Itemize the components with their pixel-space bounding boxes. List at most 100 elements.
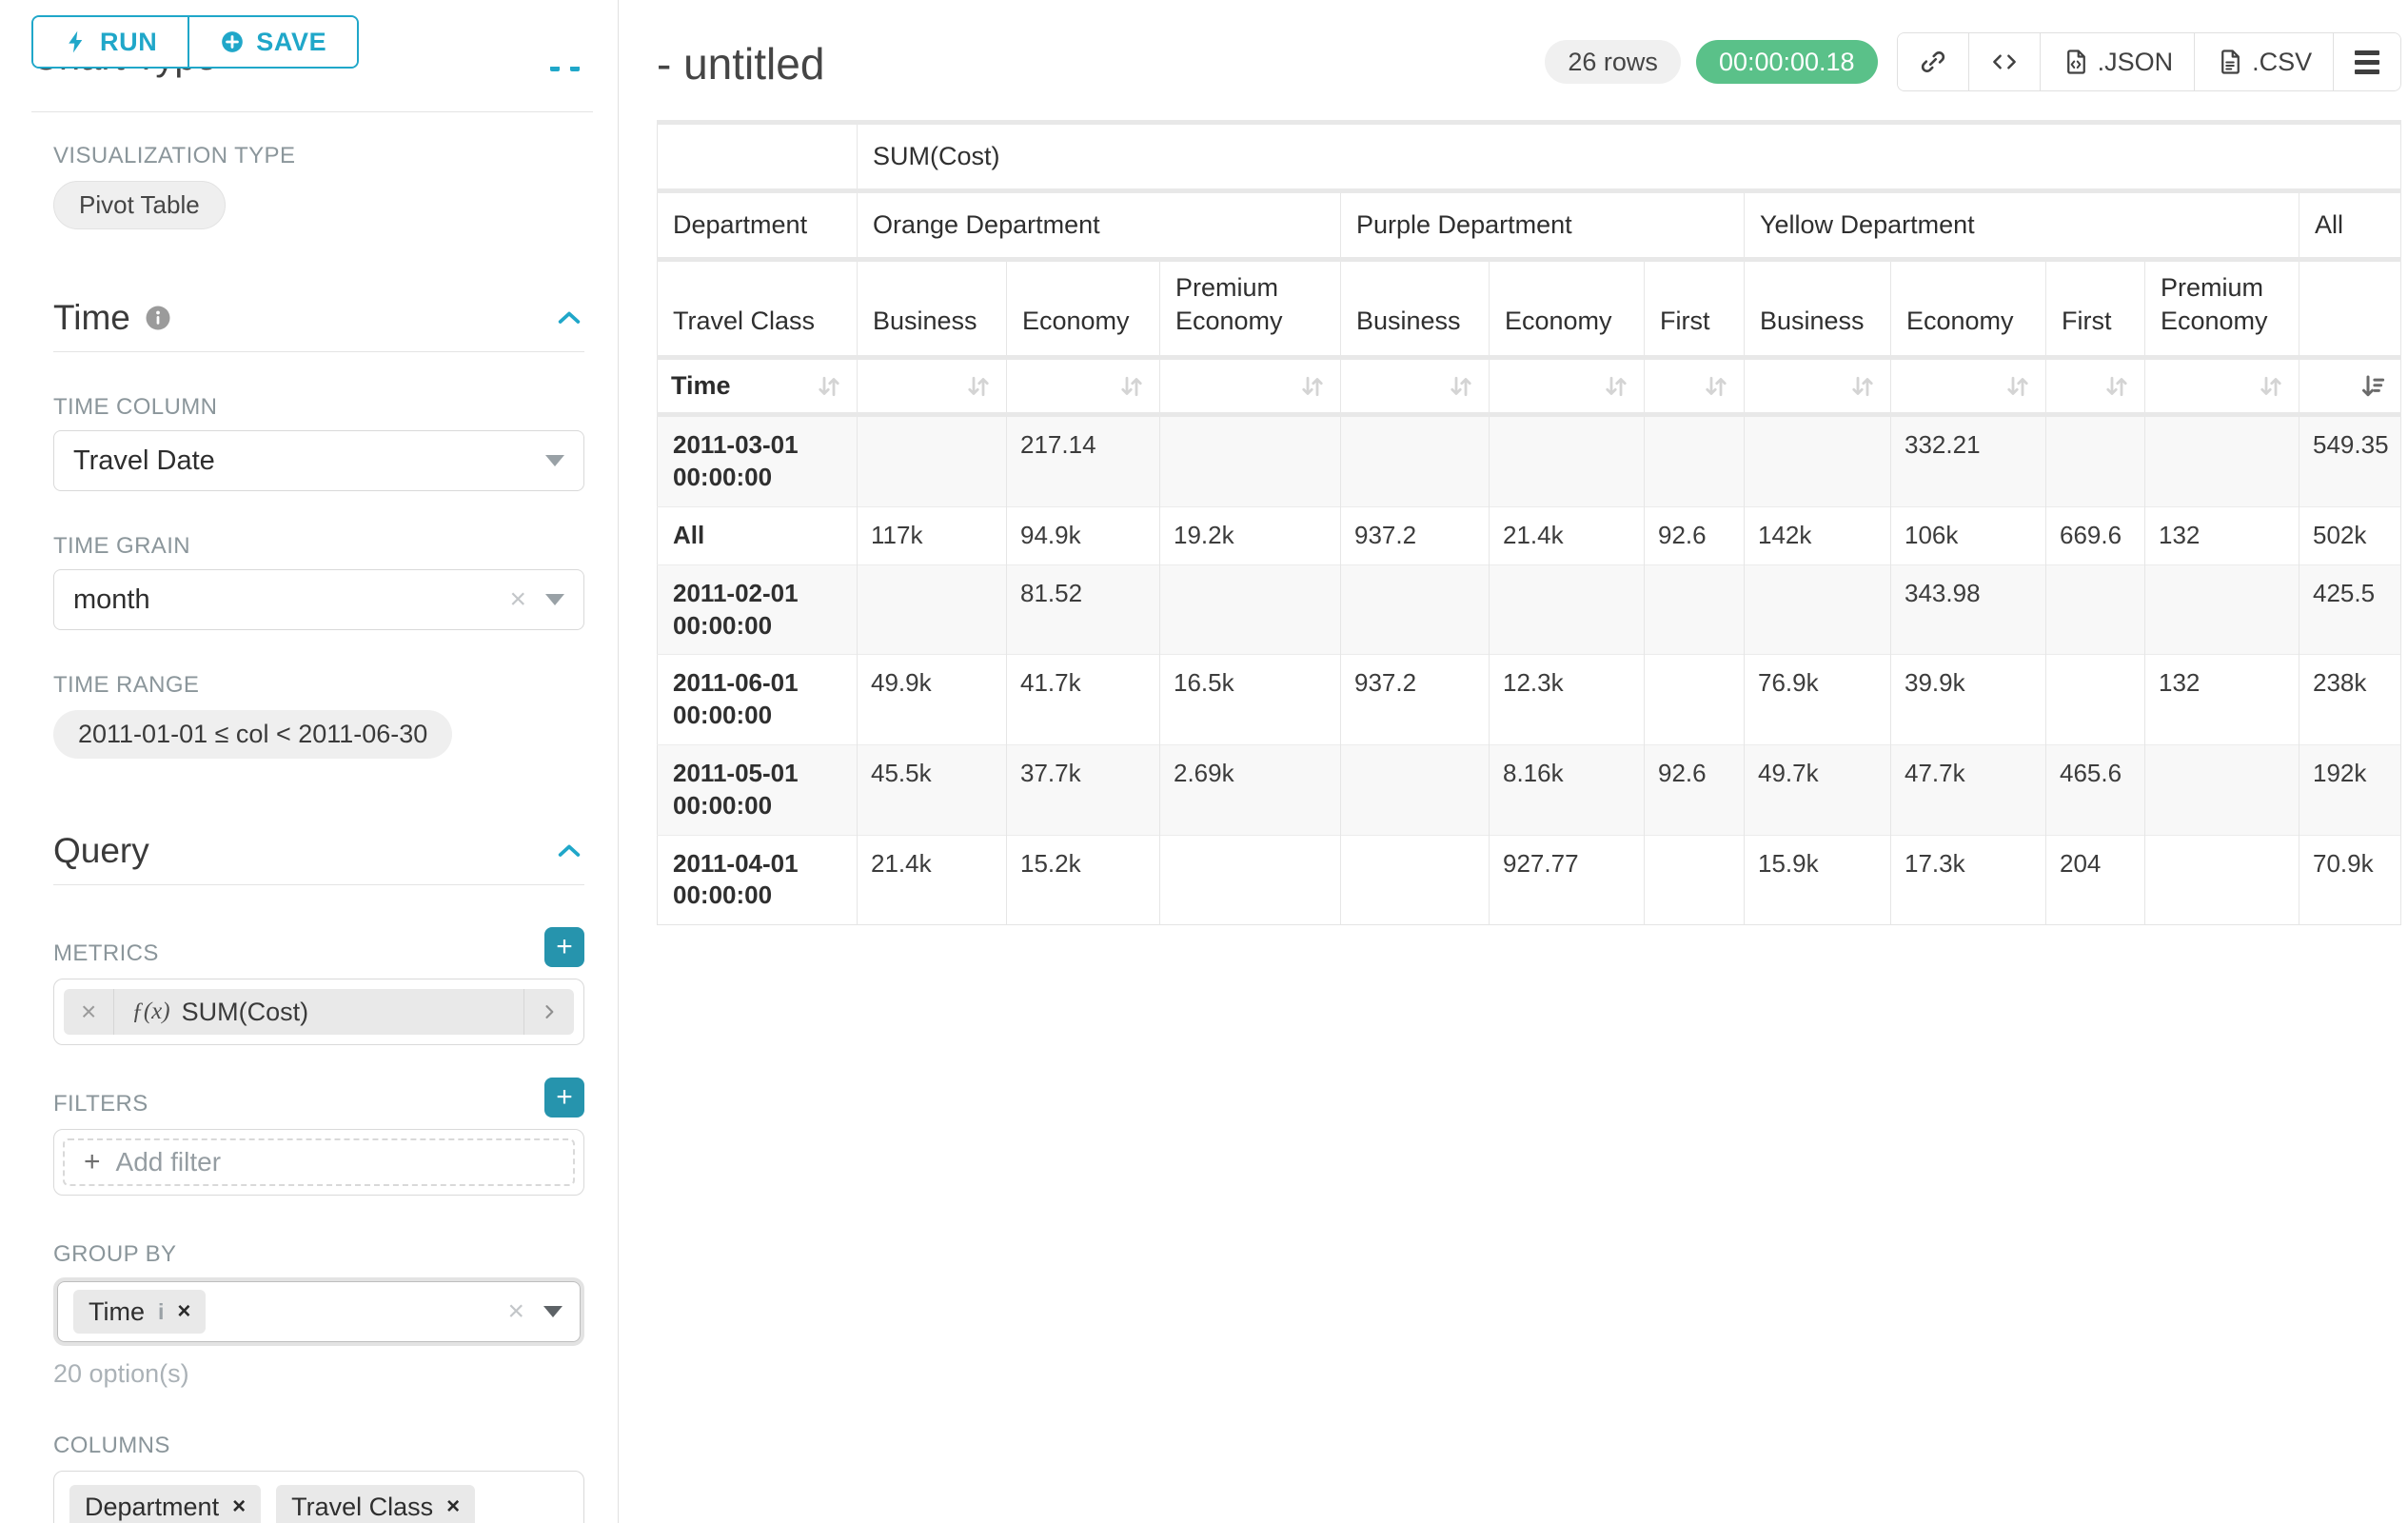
group-by-options-hint: 20 option(s) (53, 1359, 584, 1389)
chevron-up-icon[interactable] (554, 836, 584, 866)
add-filter-button[interactable]: + (544, 1078, 584, 1118)
subcolumn-header: First (2046, 260, 2145, 358)
value-cell: 15.2k (1007, 835, 1160, 925)
visualization-type-pill[interactable]: Pivot Table (53, 181, 226, 229)
value-cell: 21.4k (858, 835, 1007, 925)
export-csv-button[interactable]: .CSV (2194, 33, 2333, 90)
row-header-cell: 2011-05-01 00:00:00 (658, 745, 858, 836)
columns-select[interactable]: Department × Travel Class × × (53, 1471, 584, 1523)
value-cell: 92.6 (1645, 745, 1745, 836)
view-query-button[interactable] (1968, 33, 2040, 90)
run-button[interactable]: RUN (33, 17, 188, 67)
sort-cell (1645, 358, 1745, 415)
row-header-cell: 2011-03-01 00:00:00 (658, 415, 858, 507)
plus-circle-icon (220, 30, 245, 54)
chevron-up-icon[interactable] (554, 303, 584, 333)
add-metric-button[interactable]: + (544, 927, 584, 967)
metric-chip-main[interactable]: ƒ(x) SUM(Cost) (114, 989, 523, 1035)
sort-cell (1007, 358, 1160, 415)
value-cell (1160, 415, 1341, 507)
value-cell: 16.5k (1160, 655, 1341, 745)
sort-icon[interactable] (815, 372, 843, 401)
value-cell: 39.9k (1891, 655, 2046, 745)
sort-icon[interactable] (2003, 372, 2032, 401)
value-cell: 49.9k (858, 655, 1007, 745)
value-cell: 192k (2299, 745, 2401, 836)
value-cell: 2.69k (1160, 745, 1341, 836)
columns-chip-travel-class[interactable]: Travel Class × (276, 1485, 475, 1523)
pivot-table-body: 2011-03-01 00:00:00217.14332.21549.35All… (658, 415, 2401, 925)
time-section-header: Time (53, 298, 584, 338)
metric-expand-caret[interactable] (523, 989, 574, 1035)
value-cell: 343.98 (1891, 564, 2046, 655)
remove-chip-icon[interactable]: × (232, 1495, 246, 1518)
menu-button[interactable] (2333, 33, 2400, 90)
column-group-header: Yellow Department (1745, 191, 2299, 260)
sort-desc-icon[interactable] (2359, 372, 2387, 401)
clear-icon[interactable]: × (509, 585, 526, 614)
time-column-select[interactable]: Travel Date (53, 430, 584, 491)
columns-chip-department[interactable]: Department × (69, 1485, 261, 1523)
add-filter-dropzone[interactable]: + Add filter (63, 1138, 575, 1186)
sort-icon[interactable] (1702, 372, 1730, 401)
remove-metric-icon[interactable]: × (64, 989, 114, 1035)
sort-icon[interactable] (964, 372, 993, 401)
subcolumn-header: Business (858, 260, 1007, 358)
run-button-label: RUN (100, 28, 157, 57)
caret-down-icon (543, 1306, 563, 1317)
file-code-icon (2062, 48, 2090, 76)
group-by-select[interactable]: Time i × × (57, 1281, 581, 1342)
value-cell: 47.7k (1891, 745, 2046, 836)
sort-icon[interactable] (2102, 372, 2131, 401)
sort-row: Time (658, 358, 2401, 415)
sort-cell (1745, 358, 1891, 415)
travel-class-axis-label: Travel Class (658, 260, 858, 358)
copy-link-button[interactable] (1898, 33, 1968, 90)
metric-chip: × ƒ(x) SUM(Cost) (64, 989, 574, 1035)
function-icon: ƒ(x) (131, 999, 169, 1025)
row-header-cell: 2011-02-01 00:00:00 (658, 564, 858, 655)
remove-chip-icon[interactable]: × (446, 1495, 460, 1518)
group-by-chip-time[interactable]: Time i × (73, 1290, 206, 1334)
query-timer-badge: 00:00:00.18 (1696, 40, 1878, 84)
clear-all-icon[interactable]: × (507, 1297, 524, 1326)
metric-name: SUM(Cost) (182, 998, 309, 1027)
visualization-type-label: VISUALIZATION TYPE (53, 143, 584, 169)
time-column-field: TIME COLUMN Travel Date (53, 394, 584, 491)
value-cell: 669.6 (2046, 507, 2145, 565)
time-grain-select[interactable]: month × (53, 569, 584, 630)
value-cell: 549.35 (2299, 415, 2401, 507)
sort-icon[interactable] (1298, 372, 1327, 401)
columns-chip-label: Travel Class (291, 1493, 433, 1522)
sort-cell-active (2299, 358, 2401, 415)
columns-chip-label: Department (85, 1493, 219, 1522)
time-range-pill[interactable]: 2011-01-01 ≤ col < 2011-06-30 (53, 710, 452, 759)
sort-icon[interactable] (1848, 372, 1877, 401)
row-count-badge: 26 rows (1545, 40, 1681, 84)
column-group-header: Purple Department (1341, 191, 1745, 260)
time-row-label: Time (671, 369, 731, 403)
export-csv-label: .CSV (2252, 48, 2312, 77)
value-cell (1341, 835, 1490, 925)
sort-icon[interactable] (2257, 372, 2285, 401)
sort-icon[interactable] (1447, 372, 1475, 401)
value-cell: 92.6 (1645, 507, 1745, 565)
hamburger-icon (2355, 50, 2379, 74)
save-button[interactable]: SAVE (188, 17, 357, 67)
export-json-button[interactable]: .JSON (2040, 33, 2195, 90)
value-cell (2145, 745, 2299, 836)
table-row: All117k94.9k19.2k937.221.4k92.6142k106k6… (658, 507, 2401, 565)
value-cell (1160, 835, 1341, 925)
value-cell: 132 (2145, 507, 2299, 565)
sort-icon[interactable] (1602, 372, 1630, 401)
query-section-title: Query (53, 831, 149, 871)
blank-corner-cell (658, 123, 858, 191)
subcolumn-header: Economy (1891, 260, 2046, 358)
subcolumn-header (2299, 260, 2401, 358)
value-cell: 8.16k (1490, 745, 1645, 836)
value-cell (1645, 835, 1745, 925)
columns-label: COLUMNS (53, 1433, 584, 1459)
sort-icon[interactable] (1117, 372, 1146, 401)
value-cell (1745, 415, 1891, 507)
remove-chip-icon[interactable]: × (177, 1300, 190, 1323)
